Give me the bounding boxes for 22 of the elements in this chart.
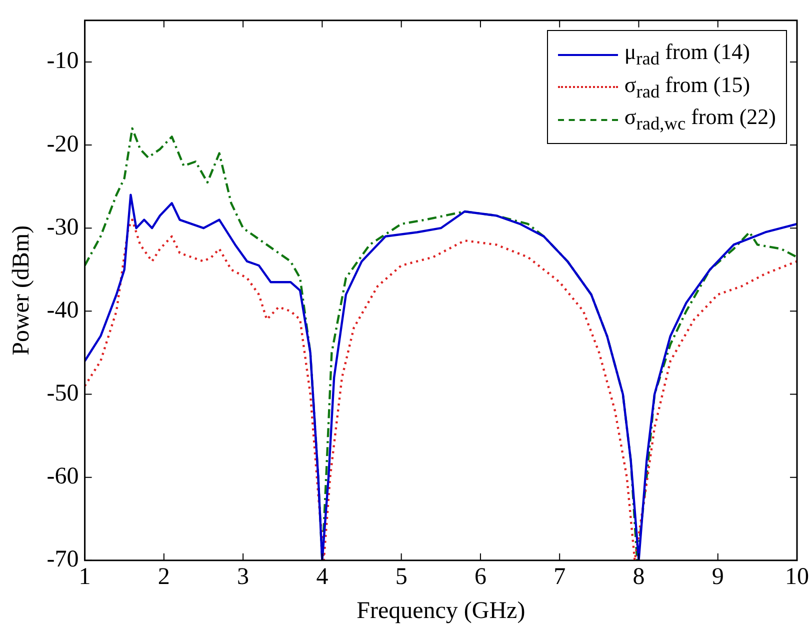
legend-label: μ$_{rad}$ from (14)	[624, 39, 750, 70]
y-tick-label: -40	[46, 297, 79, 324]
y-tick-label: -20	[46, 131, 79, 158]
y-axis-title: Power (dBm)	[8, 225, 35, 356]
y-tick-label: -10	[46, 48, 79, 74]
x-tick-label: 6	[474, 564, 486, 590]
x-tick-label: 2	[158, 564, 170, 590]
x-tick-label: 8	[632, 564, 645, 590]
x-axis-title: Frequency (GHz)	[356, 598, 526, 624]
y-tick-label: -30	[46, 214, 79, 240]
x-tick-label: 4	[316, 564, 328, 590]
y-tick-label: -70	[46, 546, 79, 573]
legend-label: σ$_{rad}$ from (15)	[624, 72, 750, 102]
x-tick-label: 10	[785, 564, 809, 590]
x-tick-label: 3	[237, 564, 250, 590]
legend-label: σ$_{rad,wc}$ from (22)	[624, 104, 776, 135]
x-tick-label: 1	[78, 564, 91, 590]
y-tick-label: -60	[46, 464, 79, 490]
y-tick-label: -50	[46, 380, 79, 407]
x-tick-label: 9	[712, 564, 724, 590]
x-tick-label: 7	[554, 564, 566, 590]
x-tick-label: 5	[395, 564, 408, 590]
